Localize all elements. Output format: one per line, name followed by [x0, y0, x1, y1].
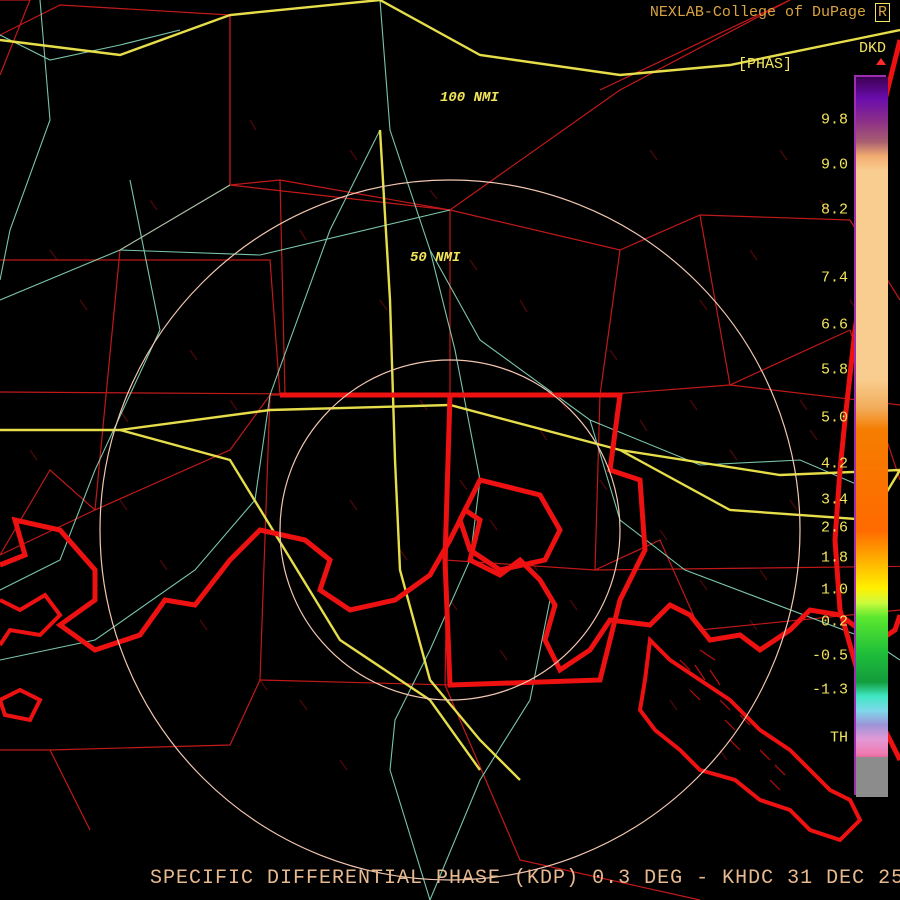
source-label: NEXLAB-College of DuPage R	[650, 4, 890, 21]
tick-label-14: -1.3	[812, 682, 848, 699]
range-ring-label-100: 100 NMI	[440, 90, 499, 106]
unit-label: [PHAS]	[738, 56, 792, 73]
radar-display-root: 50 NMI 100 NMI NEXLAB-College of DuPage …	[0, 0, 900, 900]
tick-label-11: 1.0	[821, 582, 848, 599]
tick-label-6: 5.0	[821, 410, 848, 427]
tick-label-0: 9.8	[821, 112, 848, 129]
scale-label: DKD	[859, 40, 886, 57]
tick-label-8: 3.4	[821, 492, 848, 509]
tick-label-9: 2.6	[821, 520, 848, 537]
tick-label-12: 0.2	[821, 614, 848, 631]
map-layer	[0, 0, 900, 900]
colorbar-current-value-marker	[876, 58, 886, 65]
tick-label-1: 9.0	[821, 157, 848, 174]
tick-label-5: 5.8	[821, 362, 848, 379]
tick-label-4: 6.6	[821, 317, 848, 334]
colorbar-legend[interactable]	[854, 75, 886, 795]
tick-label-15: TH	[830, 730, 848, 747]
tick-label-3: 7.4	[821, 270, 848, 287]
colorbar-gradient	[856, 77, 888, 797]
tick-label-10: 1.8	[821, 550, 848, 567]
logo-icon[interactable]: R	[875, 3, 890, 22]
tick-label-2: 8.2	[821, 202, 848, 219]
tick-label-7: 4.2	[821, 456, 848, 473]
range-ring-label-50: 50 NMI	[410, 250, 460, 266]
footer-title: SPECIFIC DIFFERENTIAL PHASE (KDP) 0.3 DE…	[150, 867, 900, 890]
tick-label-13: -0.5	[812, 648, 848, 665]
